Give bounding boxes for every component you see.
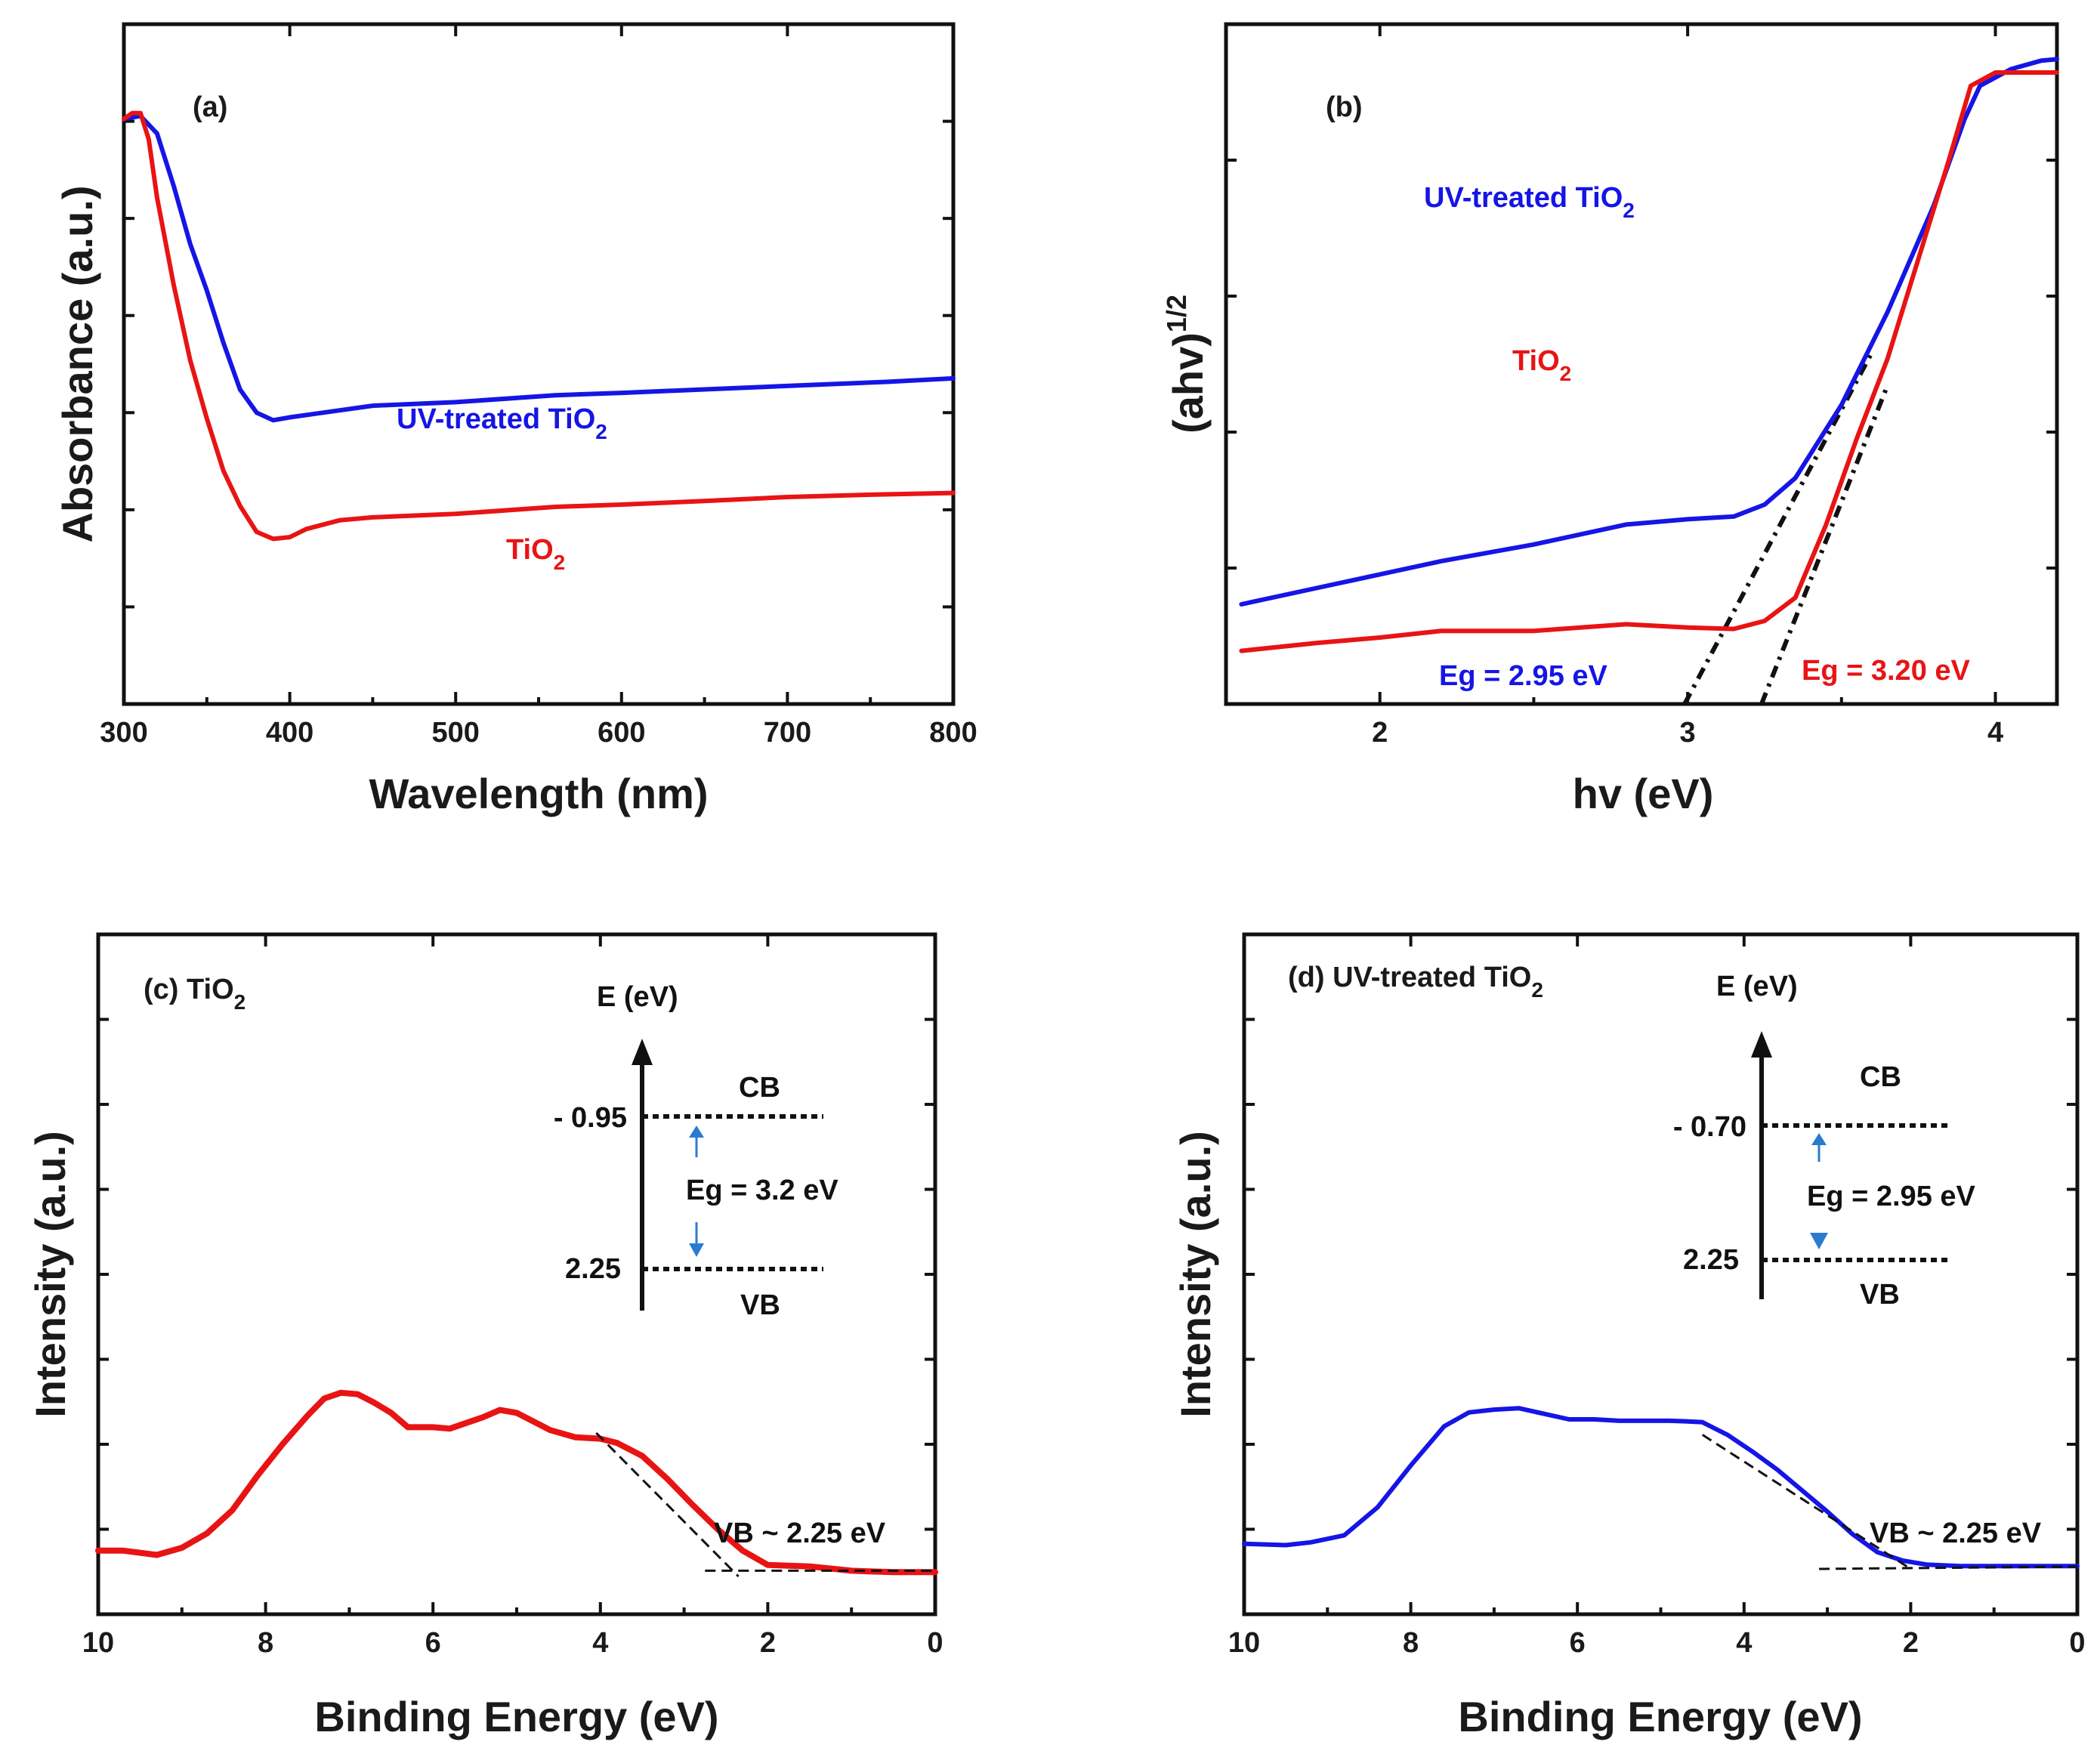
panel-b-fit-lines	[1682, 350, 1890, 706]
x-tick-label: 4	[1736, 1627, 1752, 1659]
x-tick-label: 10	[82, 1627, 114, 1659]
panel-c-band-diagram: E (eV) CB - 0.95 Eg = 3.2 eV 2.25 VB	[554, 981, 839, 1321]
panel-b-label: (b)	[1326, 91, 1363, 123]
series-line	[1239, 57, 2059, 607]
panel-b-legend-uv: UV-treated TiO2	[1424, 182, 1635, 222]
panel-c-vb-label: VB	[740, 1289, 780, 1321]
x-tick-label: 0	[2069, 1627, 2085, 1659]
panel-d-cb-value: - 0.70	[1673, 1111, 1746, 1143]
series-line	[95, 1389, 938, 1576]
panel-d-energy-axis-label: E (eV)	[1716, 971, 1798, 1002]
panel-b-legend-tio2: TiO2	[1512, 345, 1571, 385]
panel-c-frame	[96, 932, 937, 1617]
panel-c-fit-lines	[595, 1431, 935, 1578]
panel-c-down-arrow-icon	[689, 1243, 704, 1257]
panel-d-series	[1242, 1406, 2080, 1569]
panel-c-vb-annotation: VB ~ 2.25 eV	[714, 1518, 886, 1549]
panel-d-x-axis-title: Binding Energy (eV)	[1458, 1693, 1862, 1740]
x-tick-label: 700	[764, 717, 811, 749]
panel-c-energy-arrowhead-icon	[632, 1039, 653, 1065]
panel-d-gap-label: Eg = 2.95 eV	[1807, 1181, 1976, 1212]
panel-d-vb-annotation: VB ~ 2.25 eV	[1870, 1518, 2042, 1549]
fit-line	[1701, 1434, 1912, 1570]
panel-d-down-arrow-icon	[1810, 1233, 1828, 1249]
panel-d-vb-value: 2.25	[1683, 1244, 1739, 1276]
x-tick-label: 10	[1228, 1627, 1260, 1659]
panel-d-ticks	[1243, 934, 2079, 1614]
panel-a-x-tick-labels: 300 400 500 600 700 800	[100, 717, 977, 749]
x-tick-label: 4	[1987, 717, 2003, 749]
panel-a-legend-tio2: TiO2	[506, 534, 565, 574]
x-tick-label: 6	[1570, 1627, 1586, 1659]
series-line	[1239, 70, 2059, 653]
panel-b-frame	[1224, 22, 2059, 706]
panel-c-cb-value: - 0.95	[554, 1102, 627, 1134]
fit-line	[595, 1431, 740, 1578]
x-tick-label: 300	[100, 717, 147, 749]
panel-d-x-tick-labels: 10 8 6 4 2 0	[1228, 1627, 2086, 1659]
series-line	[1242, 1406, 2080, 1569]
panel-c-x-tick-labels: 10 8 6 4 2 0	[82, 1627, 943, 1659]
panel-a-absorbance: 300 400 500 600 700 800 (a) UV-treated TiO2 T…	[54, 22, 977, 817]
series-line	[122, 110, 956, 542]
x-tick-label: 8	[258, 1627, 273, 1659]
x-tick-label: 800	[929, 717, 977, 749]
panel-d-band-diagram: E (eV) CB - 0.70 Eg = 2.95 eV 2.25 VB	[1673, 971, 1976, 1311]
panel-d-y-axis-title: Intensity (a.u.)	[1172, 1131, 1219, 1418]
panel-a-ticks	[122, 24, 955, 704]
panel-d-vb-label: VB	[1860, 1279, 1900, 1311]
x-tick-label: 2	[1372, 717, 1388, 749]
panel-c-gap-label: Eg = 3.2 eV	[686, 1175, 838, 1206]
x-tick-label: 6	[425, 1627, 441, 1659]
panel-d-energy-arrowhead-icon	[1751, 1031, 1772, 1058]
panel-c-y-axis-title: Intensity (a.u.)	[26, 1131, 74, 1418]
x-tick-label: 0	[927, 1627, 943, 1659]
panel-b-series	[1239, 57, 2059, 653]
panel-a-legend-uv: UV-treated TiO2	[397, 403, 607, 443]
panel-b-eg-tio2: Eg = 3.20 eV	[1802, 655, 1971, 687]
panel-a-y-axis-title: Absorbance (a.u.)	[54, 186, 101, 543]
panel-c-cb-label: CB	[739, 1072, 780, 1104]
panel-c-x-axis-title: Binding Energy (eV)	[314, 1693, 718, 1740]
panel-d-cb-label: CB	[1860, 1061, 1901, 1093]
panel-c-energy-axis-label: E (eV)	[597, 981, 678, 1013]
panel-d-fit-lines	[1701, 1434, 2078, 1570]
panel-a-series	[122, 110, 956, 542]
x-tick-label: 2	[1903, 1627, 1919, 1659]
panel-c-series	[95, 1389, 938, 1576]
x-tick-label: 400	[266, 717, 313, 749]
panel-b-ticks	[1226, 24, 2057, 704]
x-tick-label: 600	[598, 717, 645, 749]
panel-b-x-axis-title: hv (eV)	[1573, 770, 1714, 817]
panel-c-xps-vb-tio2: 10 8 6 4 2 0 (c) TiO2 E (eV) CB - 0.95 Eg = 3…	[26, 932, 943, 1740]
panel-b-y-axis-title: (ahv)1/2	[1161, 295, 1212, 434]
x-tick-label: 3	[1680, 717, 1696, 749]
x-tick-label: 500	[431, 717, 479, 749]
fit-line	[1682, 350, 1875, 706]
x-tick-label: 4	[592, 1627, 608, 1659]
panel-c-up-arrow-icon	[689, 1126, 704, 1138]
x-tick-label: 8	[1403, 1627, 1419, 1659]
panel-b-eg-uv: Eg = 2.95 eV	[1439, 660, 1608, 692]
panel-a-x-axis-title: Wavelength (nm)	[369, 770, 708, 817]
panel-c-vb-value: 2.25	[565, 1253, 621, 1285]
panel-a-label: (a)	[193, 91, 227, 123]
series-line	[122, 113, 956, 423]
panel-b-x-tick-labels: 2 3 4	[1372, 717, 2003, 749]
panel-d-xps-vb-uv: 10 8 6 4 2 0 (d) UV-treated TiO2 E (eV) CB - …	[1172, 932, 2086, 1740]
panel-d-up-arrow-icon	[1811, 1133, 1827, 1145]
panel-c-label: (c) TiO2	[144, 974, 246, 1014]
panel-c-ticks	[97, 934, 937, 1614]
panel-b-tauc: 2 3 4 (b) UV-treated TiO2 TiO2 Eg = 2.95 e…	[1161, 22, 2059, 817]
fit-line	[1819, 1565, 2078, 1570]
panel-a-frame	[122, 22, 956, 706]
panel-d-label: (d) UV-treated TiO2	[1288, 962, 1543, 1002]
x-tick-label: 2	[760, 1627, 776, 1659]
